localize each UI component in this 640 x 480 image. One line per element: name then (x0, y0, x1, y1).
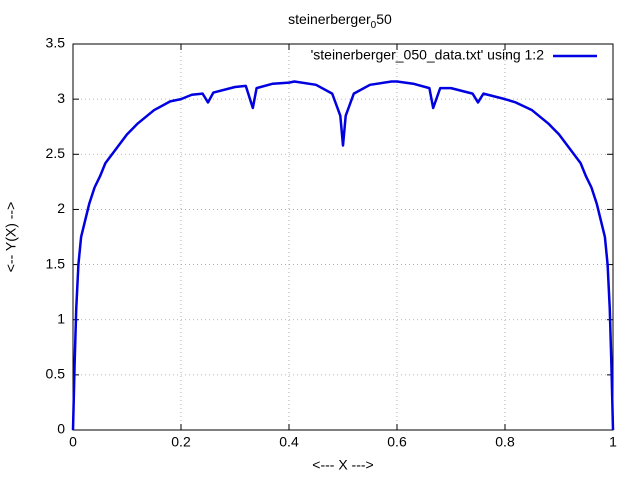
x-tick-label: 0.8 (495, 434, 515, 450)
y-tick-label: 0.5 (46, 366, 66, 382)
y-tick-label: 1 (57, 310, 65, 326)
y-tick-label: 3.5 (46, 35, 66, 51)
y-axis-label: <-- Y(X) --> (3, 202, 19, 273)
title-main: steinerberger (288, 11, 371, 27)
chart-title: steinerberger050 (288, 11, 392, 31)
x-tick-label: 0.6 (387, 434, 407, 450)
y-tick-label: 1.5 (46, 255, 66, 271)
x-tick-label: 1 (609, 434, 617, 450)
y-tick-label: 0 (57, 421, 65, 437)
x-tick-label: 0.4 (279, 434, 299, 450)
plot-frame (72, 43, 614, 431)
x-tick-label: 0.2 (171, 434, 191, 450)
y-tick-label: 3 (57, 90, 65, 106)
title-subscript: 0 (371, 20, 377, 31)
x-tick-label: 0 (69, 434, 77, 450)
y-tick-label: 2.5 (46, 145, 66, 161)
x-axis-label: <--- X ---> (312, 457, 373, 473)
title-suffix: 50 (376, 11, 392, 27)
y-tick-label: 2 (57, 200, 65, 216)
legend-label: 'steinerberger_050_data.txt' using 1:2 (311, 47, 545, 63)
data-line (71, 80, 615, 431)
